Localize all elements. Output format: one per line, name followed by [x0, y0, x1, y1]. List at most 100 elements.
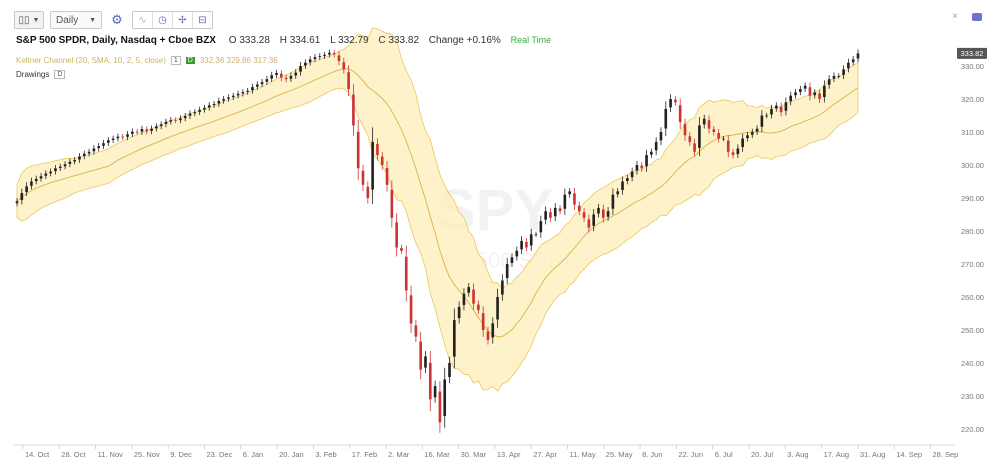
candle: [299, 61, 302, 76]
event-icon[interactable]: ⊟: [198, 14, 207, 26]
candle: [529, 228, 533, 251]
y-tick-label: 270.00: [961, 260, 984, 269]
candle: [477, 300, 480, 315]
candle: [736, 144, 740, 159]
candle: [847, 58, 850, 73]
candle: [626, 174, 629, 185]
candle: [688, 132, 692, 146]
candle: [92, 145, 96, 155]
x-tick-label: 11. Nov: [98, 450, 124, 459]
indicator-badge[interactable]: D: [185, 57, 195, 64]
candle: [515, 246, 519, 261]
candle: [337, 51, 341, 66]
candle: [332, 50, 336, 58]
chevron-down-icon: ▼: [89, 16, 96, 24]
top-right-controls: ×: [952, 11, 982, 22]
candle: [385, 161, 389, 192]
candle: [140, 125, 144, 135]
candle: [698, 117, 701, 157]
candle: [505, 257, 509, 285]
last-price-tag: 333.82: [957, 47, 987, 59]
drawings-box[interactable]: D: [54, 70, 66, 79]
x-tick-label: 23. Dec: [207, 450, 233, 459]
x-tick-label: 17. Feb: [352, 450, 377, 459]
chart-type-button[interactable]: ▯▯ ▼: [14, 11, 44, 29]
candle: [457, 301, 461, 324]
candle: [231, 92, 235, 101]
chevron-down-icon: ▼: [32, 16, 40, 24]
candle: [102, 139, 105, 150]
close-icon[interactable]: ×: [952, 11, 958, 22]
symbol-title: S&P 500 SPDR, Daily, Nasdaq + Cboe BZX: [16, 35, 216, 46]
high-value: H 334.61: [279, 35, 321, 46]
candle: [712, 125, 716, 136]
y-tick-label: 280.00: [961, 227, 984, 236]
candle: [597, 203, 600, 218]
camera-icon[interactable]: [972, 12, 982, 21]
candle: [779, 102, 783, 117]
candle: [284, 74, 288, 83]
candle: [169, 117, 173, 125]
candle: [227, 94, 230, 102]
indicator-settings-box[interactable]: 1: [170, 56, 181, 65]
x-tick-label: 13. Apr: [497, 450, 521, 459]
candle: [25, 182, 28, 197]
candle: [304, 59, 307, 69]
candle: [131, 128, 134, 138]
candle: [265, 75, 269, 85]
candle: [534, 231, 538, 237]
gear-icon[interactable]: ⚙: [111, 12, 123, 27]
drawing-icon[interactable]: ✢: [173, 12, 193, 28]
candle: [650, 148, 653, 158]
candle: [731, 148, 735, 159]
candle: [453, 308, 456, 369]
candle: [323, 51, 326, 59]
interval-select[interactable]: Daily ▼: [50, 11, 102, 29]
candles: [15, 49, 860, 433]
candle: [750, 128, 754, 139]
candle: [448, 356, 451, 384]
candle: [577, 201, 581, 216]
y-tick-label: 290.00: [961, 194, 984, 203]
candle: [212, 101, 216, 108]
candle: [702, 114, 706, 129]
candle: [823, 80, 826, 103]
x-tick-label: 27. Apr: [533, 450, 557, 459]
y-axis: 220.00 230.00 240.00 250.00 260.00 270.00 280.…: [961, 62, 984, 434]
candle: [44, 170, 48, 180]
candle: [640, 162, 644, 172]
candle: [419, 331, 422, 380]
x-tick-label: 31. Aug: [860, 450, 885, 459]
candle: [164, 118, 168, 128]
x-tick-label: 20. Jul: [751, 450, 773, 459]
candle: [794, 89, 797, 99]
compare-icon[interactable]: ∿: [133, 12, 153, 28]
candle: [813, 89, 817, 99]
tool-group: ∿ ◷ ✢ ⊟: [132, 11, 213, 29]
candle: [510, 253, 514, 268]
candle: [674, 96, 677, 106]
candle: [707, 115, 711, 134]
low-value: L 332.79: [330, 35, 369, 46]
candle: [789, 91, 793, 106]
indicator-name[interactable]: Keltner Channel (20, SMA, 10, 2, 5, clos…: [16, 56, 166, 65]
y-tick-label: 320.00: [961, 95, 984, 104]
candle: [525, 237, 528, 252]
clock-icon[interactable]: ◷: [153, 12, 173, 28]
y-tick-label: 310.00: [961, 128, 984, 137]
candle: [587, 214, 591, 233]
candle: [352, 84, 355, 136]
candle: [678, 98, 682, 129]
drawings-label[interactable]: Drawings: [16, 70, 50, 79]
candle: [78, 153, 81, 163]
candle: [313, 53, 317, 63]
keltner-band-fill: [16, 27, 859, 392]
candle: [472, 283, 475, 310]
candle: [803, 82, 807, 92]
candle: [34, 175, 38, 185]
candle: [851, 56, 855, 66]
drawings-legend: Drawings D: [16, 70, 66, 79]
candle: [443, 367, 447, 428]
candle: [842, 65, 845, 79]
